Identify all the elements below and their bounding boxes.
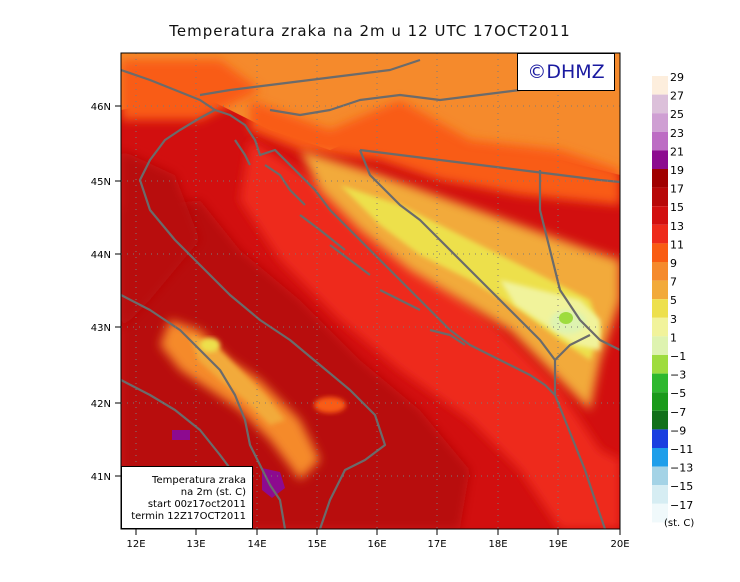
legend-unit: (st. C) bbox=[664, 518, 695, 529]
legend-label: 15 bbox=[670, 201, 684, 214]
legend-swatch bbox=[652, 280, 668, 300]
info-line: termin 12Z17OCT2011 bbox=[131, 511, 246, 522]
legend-swatch bbox=[652, 448, 668, 467]
lon-label: 14E bbox=[247, 539, 266, 550]
lon-label: 17E bbox=[427, 539, 446, 550]
legend-label: 7 bbox=[670, 276, 677, 289]
legend-swatch bbox=[652, 336, 668, 355]
legend-swatch bbox=[652, 410, 668, 430]
legend-label: 5 bbox=[670, 294, 677, 307]
legend-swatch bbox=[652, 94, 668, 114]
lon-label: 18E bbox=[488, 539, 507, 550]
legend-swatch bbox=[652, 150, 668, 169]
legend-swatch bbox=[652, 76, 668, 95]
dhmz-logo: ©DHMZ bbox=[517, 53, 615, 91]
lat-label: 43N bbox=[91, 323, 111, 334]
map-title: Temperatura zraka na 2m u 12 UTC 17OCT20… bbox=[169, 22, 571, 40]
lon-label: 13E bbox=[186, 539, 205, 550]
legend-label: −13 bbox=[670, 462, 693, 475]
legend-label: −7 bbox=[670, 406, 686, 419]
legend-label: 9 bbox=[670, 257, 677, 270]
legend-label: 23 bbox=[670, 127, 684, 140]
plot-frame bbox=[120, 52, 621, 530]
legend-label: −3 bbox=[670, 369, 686, 382]
legend-label: 17 bbox=[670, 183, 684, 196]
legend-swatch bbox=[652, 169, 668, 188]
legend-swatch bbox=[652, 224, 668, 244]
legend-swatch bbox=[652, 243, 668, 262]
legend-label: −1 bbox=[670, 350, 686, 363]
lon-label: 19E bbox=[548, 539, 567, 550]
legend-swatch bbox=[652, 466, 668, 486]
legend-label: −17 bbox=[670, 499, 693, 512]
lat-label: 45N bbox=[91, 177, 111, 188]
legend-swatch bbox=[652, 131, 668, 151]
legend-swatch bbox=[652, 317, 668, 337]
info-line: Temperatura zraka bbox=[152, 475, 246, 486]
graticule bbox=[121, 53, 620, 529]
legend-swatch bbox=[652, 485, 668, 504]
legend-label: 29 bbox=[670, 71, 684, 84]
legend-label: −15 bbox=[670, 480, 693, 493]
legend-swatch bbox=[652, 299, 668, 318]
temperature-field bbox=[121, 53, 620, 529]
legend-label: 3 bbox=[670, 313, 677, 326]
lat-label: 46N bbox=[91, 102, 111, 113]
legend-label: 25 bbox=[670, 108, 684, 121]
lat-label: 41N bbox=[91, 472, 111, 483]
lon-label: 16E bbox=[367, 539, 386, 550]
lat-label: 42N bbox=[91, 399, 111, 410]
legend-label: 21 bbox=[670, 145, 684, 158]
legend-swatch bbox=[652, 503, 668, 523]
legend-swatch bbox=[652, 392, 668, 411]
legend-swatch bbox=[652, 187, 668, 207]
legend-label: −9 bbox=[670, 424, 686, 437]
legend-label: −11 bbox=[670, 443, 693, 456]
legend-swatch bbox=[652, 355, 668, 374]
legend-label: 11 bbox=[670, 238, 684, 251]
color-legend: 29 27 25 23 21 19 17 15 13 11 9 7 5 3 1 −1 −3 −5 −7 −9 −11 −1… bbox=[652, 71, 693, 523]
axis-ticks bbox=[115, 105, 621, 535]
lon-label: 12E bbox=[126, 539, 145, 550]
info-line: start 00z17oct2011 bbox=[147, 499, 246, 510]
legend-label: −5 bbox=[670, 387, 686, 400]
legend-label: 13 bbox=[670, 220, 684, 233]
legend-swatch bbox=[652, 206, 668, 225]
legend-swatch bbox=[652, 113, 668, 132]
info-box: Temperatura zraka na 2m (st. C) start 00… bbox=[121, 466, 253, 529]
legend-label: 1 bbox=[670, 331, 677, 344]
legend-label: 27 bbox=[670, 90, 684, 103]
legend-label: 19 bbox=[670, 164, 684, 177]
legend-swatch bbox=[652, 429, 668, 448]
lon-label: 20E bbox=[610, 539, 629, 550]
lat-label: 44N bbox=[91, 250, 111, 261]
lon-label: 15E bbox=[307, 539, 326, 550]
coastline-lines bbox=[121, 58, 620, 529]
legend-swatch bbox=[652, 373, 668, 393]
info-line: na 2m (st. C) bbox=[180, 487, 246, 498]
legend-swatch bbox=[652, 262, 668, 281]
